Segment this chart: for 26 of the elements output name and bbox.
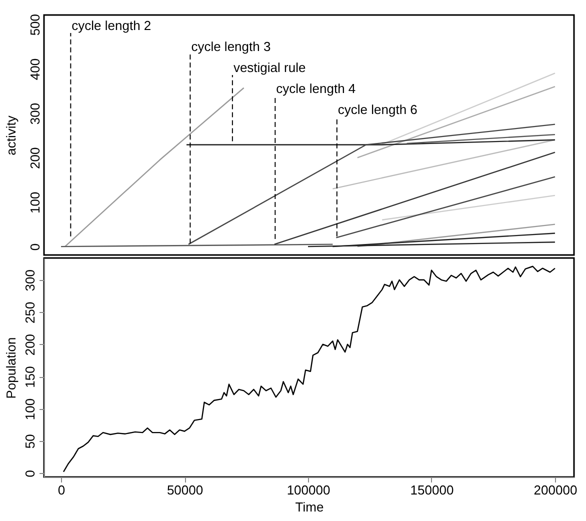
y-tick-label: 0 [22, 470, 38, 478]
y-tick-label: 400 [28, 58, 42, 80]
y-tick-label: 500 [28, 14, 42, 36]
y-tick-label: 200 [22, 334, 38, 356]
y-tick-label: 300 [28, 102, 42, 125]
x-tick-label: 0 [58, 482, 66, 498]
annotation: cycle length 4 [276, 81, 356, 96]
y-axis-title: Population [4, 337, 18, 399]
y-tick-label: 100 [22, 398, 38, 420]
x-axis-title: Time [295, 500, 324, 514]
annotation: vestigial rule [233, 60, 306, 75]
x-tick-label: 100000 [286, 482, 330, 498]
y-tick-label: 0 [28, 243, 42, 251]
x-tick-label: 50000 [166, 482, 204, 498]
y-tick-label: 150 [22, 366, 38, 388]
x-tick-label: 200000 [534, 482, 578, 498]
y-axis-title: activity [4, 115, 18, 156]
y-tick-label: 250 [22, 302, 38, 324]
y-tick-label: 200 [28, 147, 42, 170]
x-tick-label: 150000 [410, 482, 454, 498]
annotation: cycle length 6 [338, 102, 418, 117]
y-tick-label: 50 [22, 434, 38, 449]
annotation: cycle length 2 [72, 18, 152, 33]
y-tick-label: 100 [28, 192, 42, 214]
y-tick-label: 300 [22, 270, 38, 292]
annotation: cycle length 3 [191, 39, 271, 54]
